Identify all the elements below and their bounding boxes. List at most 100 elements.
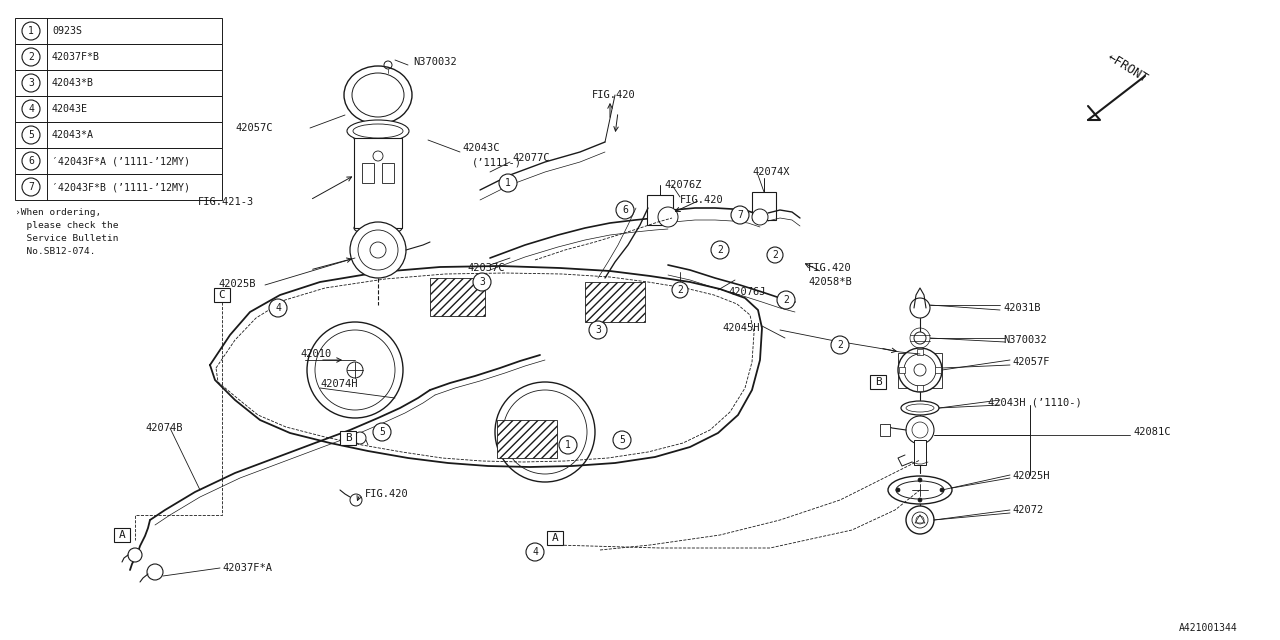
Circle shape	[128, 548, 142, 562]
Text: 6: 6	[622, 205, 628, 215]
Text: A: A	[552, 533, 558, 543]
Bar	[881, 424, 890, 436]
Circle shape	[22, 126, 40, 144]
Bar	[934, 367, 941, 373]
Text: C: C	[219, 290, 225, 300]
Text: 7: 7	[737, 210, 742, 220]
Circle shape	[499, 174, 517, 192]
Text: 42077C: 42077C	[512, 153, 549, 163]
Text: FIG.421-3: FIG.421-3	[198, 197, 255, 207]
Text: N370032: N370032	[413, 57, 457, 67]
Text: 42043*B: 42043*B	[52, 78, 93, 88]
Circle shape	[22, 152, 40, 170]
Circle shape	[910, 298, 931, 318]
Text: 2: 2	[717, 245, 723, 255]
Text: 42057F: 42057F	[1012, 357, 1050, 367]
Text: 42031B: 42031B	[1004, 303, 1041, 313]
Text: 4: 4	[532, 547, 538, 557]
Text: 42043E: 42043E	[52, 104, 88, 114]
Bar	[916, 349, 923, 355]
Circle shape	[658, 207, 678, 227]
Circle shape	[616, 201, 634, 219]
Circle shape	[906, 506, 934, 534]
Circle shape	[899, 348, 942, 392]
Circle shape	[355, 432, 366, 444]
Circle shape	[918, 478, 922, 482]
Text: please check the: please check the	[15, 221, 119, 230]
Text: 42045H: 42045H	[722, 323, 759, 333]
Text: 1: 1	[28, 26, 35, 36]
Circle shape	[672, 282, 689, 298]
Text: 42081C: 42081C	[1133, 427, 1170, 437]
Ellipse shape	[344, 66, 412, 124]
Text: FIG.420: FIG.420	[808, 263, 851, 273]
Text: 42025B: 42025B	[218, 279, 256, 289]
Text: No.SB12-074.: No.SB12-074.	[15, 247, 96, 256]
Circle shape	[896, 488, 900, 492]
Text: FIG.420: FIG.420	[680, 195, 723, 205]
Circle shape	[831, 336, 849, 354]
Ellipse shape	[347, 120, 410, 142]
Text: ›When ordering,: ›When ordering,	[15, 208, 101, 217]
Text: 42058*B: 42058*B	[808, 277, 851, 287]
Text: 42010: 42010	[300, 349, 332, 359]
Bar	[355, 138, 402, 228]
Text: 42057C: 42057C	[236, 123, 273, 133]
Circle shape	[589, 321, 607, 339]
Ellipse shape	[901, 401, 940, 415]
Text: 0923S: 0923S	[52, 26, 82, 36]
Circle shape	[147, 564, 163, 580]
Bar	[362, 163, 374, 183]
Ellipse shape	[355, 131, 402, 145]
Bar	[497, 420, 557, 458]
Circle shape	[914, 332, 925, 344]
Bar	[585, 282, 645, 322]
Bar	[214, 288, 230, 302]
Text: 42043H (’1110-): 42043H (’1110-)	[988, 397, 1082, 407]
Bar	[15, 96, 221, 122]
Circle shape	[22, 74, 40, 92]
Ellipse shape	[353, 124, 403, 138]
Circle shape	[358, 230, 398, 270]
Circle shape	[22, 22, 40, 40]
Bar	[646, 195, 673, 225]
Text: 42074X: 42074X	[753, 167, 790, 177]
Bar	[15, 148, 221, 174]
Text: 5: 5	[379, 427, 385, 437]
Bar	[340, 431, 356, 445]
Text: 3: 3	[479, 277, 485, 287]
Text: 2: 2	[772, 250, 778, 260]
Text: (’1111-): (’1111-)	[472, 157, 522, 167]
Text: 42076J: 42076J	[728, 287, 765, 297]
Text: 4: 4	[28, 104, 35, 114]
Text: FIG.420: FIG.420	[593, 90, 636, 100]
Circle shape	[474, 273, 492, 291]
Text: 42037F*B: 42037F*B	[52, 52, 100, 62]
Text: 6: 6	[28, 156, 35, 166]
Circle shape	[372, 423, 390, 441]
Text: ′42043F*B (’1111-’12MY): ′42043F*B (’1111-’12MY)	[52, 182, 189, 192]
Text: 42074B: 42074B	[145, 423, 183, 433]
Bar	[870, 375, 886, 389]
Bar	[114, 528, 131, 542]
Text: 42043C: 42043C	[462, 143, 499, 153]
Bar	[753, 192, 776, 220]
Bar	[15, 70, 221, 96]
Text: 42072: 42072	[1012, 505, 1043, 515]
Bar	[899, 353, 942, 388]
Bar	[547, 531, 563, 545]
Text: 42037F*A: 42037F*A	[221, 563, 273, 573]
Circle shape	[767, 247, 783, 263]
Circle shape	[526, 543, 544, 561]
Bar	[15, 122, 221, 148]
Bar	[899, 367, 905, 373]
Circle shape	[349, 494, 362, 506]
Text: 42074H: 42074H	[320, 379, 357, 389]
Bar	[916, 385, 923, 391]
Circle shape	[22, 48, 40, 66]
Text: 2: 2	[28, 52, 35, 62]
Text: ←FRONT: ←FRONT	[1105, 51, 1149, 85]
Text: 42025H: 42025H	[1012, 471, 1050, 481]
Bar	[15, 44, 221, 70]
Bar	[381, 163, 394, 183]
